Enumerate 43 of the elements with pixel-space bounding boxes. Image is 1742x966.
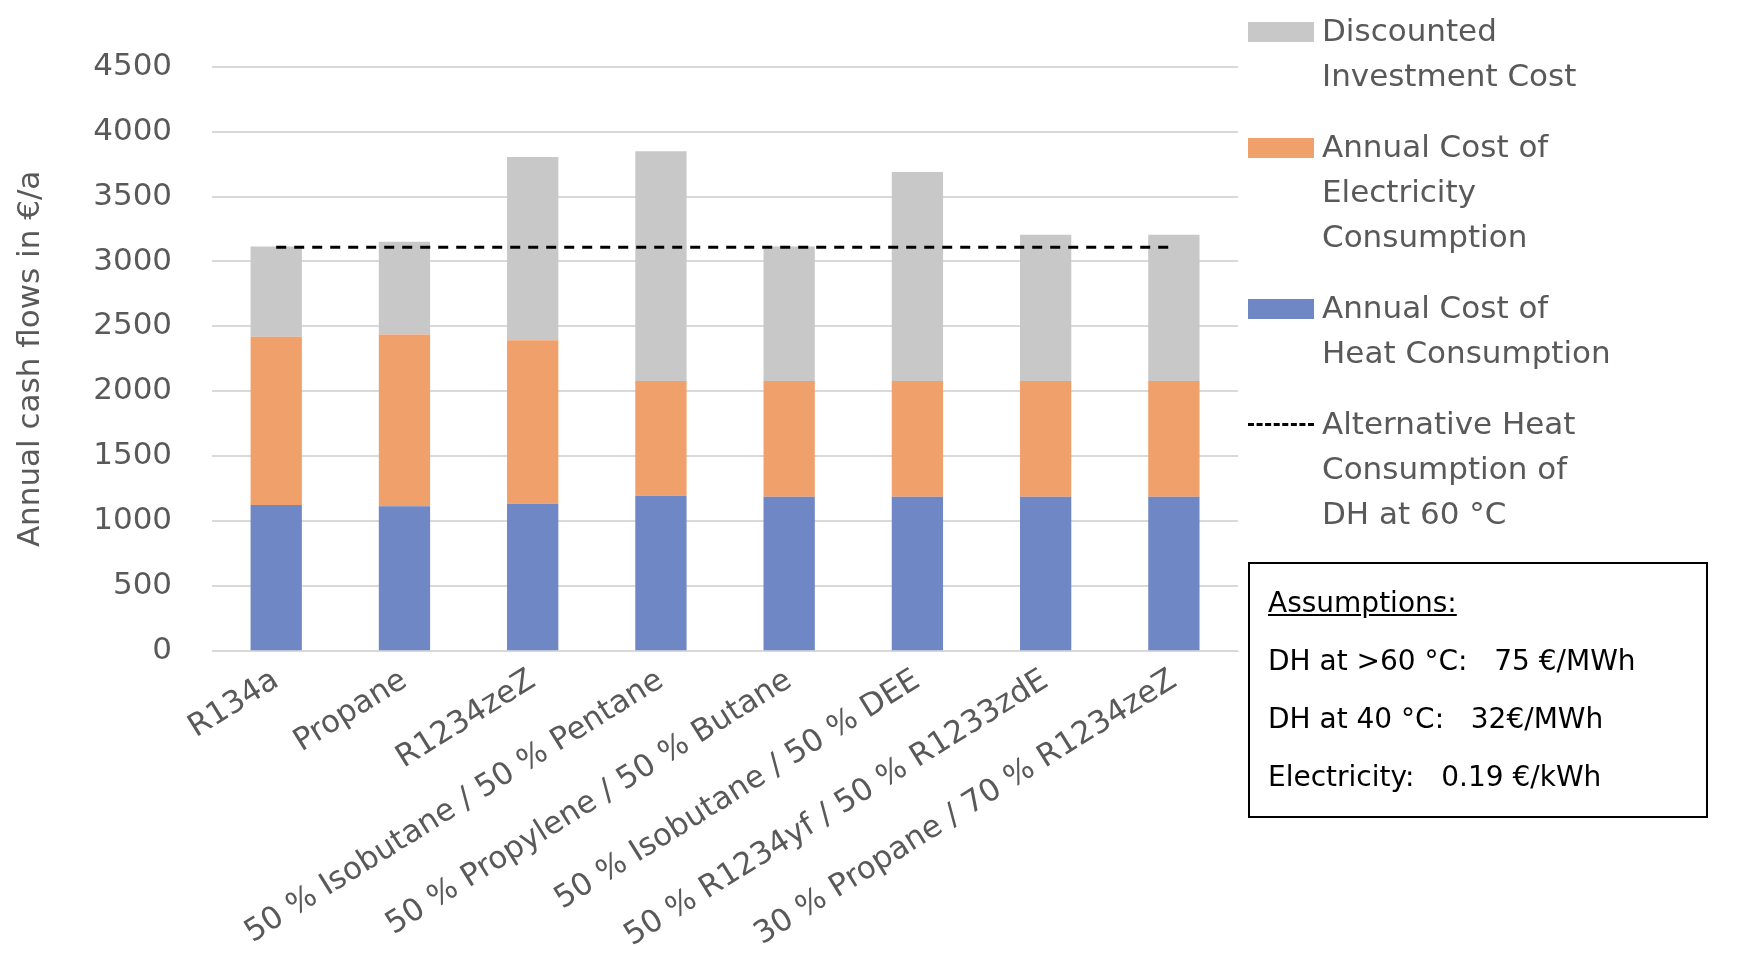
text: DH at >60 °C: 75 €/MWh <box>1268 643 1637 679</box>
bar <box>507 503 559 651</box>
bar <box>1148 234 1200 381</box>
y-tick-label: 4500 <box>93 45 173 82</box>
y-tick-label: 2000 <box>93 370 173 407</box>
bar <box>1148 380 1200 497</box>
bar <box>891 172 944 381</box>
bar <box>635 151 687 381</box>
y-tick-label: 500 <box>112 565 173 602</box>
bar <box>635 495 687 651</box>
bar <box>250 336 302 506</box>
bar <box>378 241 431 335</box>
bar <box>891 496 944 651</box>
bar <box>250 246 302 337</box>
y-tick-label: 3500 <box>93 175 173 212</box>
y-tick-label: 1000 <box>93 500 173 537</box>
y-tick-label: 0 <box>152 630 173 667</box>
y-tick-label: 4000 <box>93 110 173 147</box>
bar <box>763 246 815 381</box>
y-tick-label: 3000 <box>93 240 173 277</box>
bar <box>250 505 302 651</box>
bar <box>1148 496 1200 651</box>
y-axis-title: Annual cash flows in €/a <box>9 170 46 548</box>
bar <box>763 496 815 651</box>
legend-label: Annual Cost of Heat Consumption <box>1322 288 1612 372</box>
text: Electricity: 0.19 €/kWh <box>1268 759 1603 795</box>
bar <box>635 380 687 496</box>
bar <box>507 340 559 504</box>
bar <box>891 380 944 497</box>
bar <box>1020 380 1072 497</box>
bar <box>763 380 815 497</box>
bar <box>378 334 431 507</box>
bar <box>507 157 559 341</box>
legend-label: Discounted Investment Cost <box>1322 11 1578 95</box>
y-tick-label: 2500 <box>93 305 173 342</box>
text: Assumptions: <box>1268 585 1458 621</box>
bar <box>1020 234 1072 381</box>
bar <box>1020 496 1072 651</box>
bar <box>378 506 431 651</box>
y-tick-label: 1500 <box>93 435 173 472</box>
legend-label: Alternative Heat Consumption of DH at 60 °C <box>1322 404 1577 533</box>
text: DH at 40 °C: 32€/MWh <box>1268 701 1605 737</box>
legend-label: Annual Cost of Electricity Consumption <box>1322 127 1550 256</box>
